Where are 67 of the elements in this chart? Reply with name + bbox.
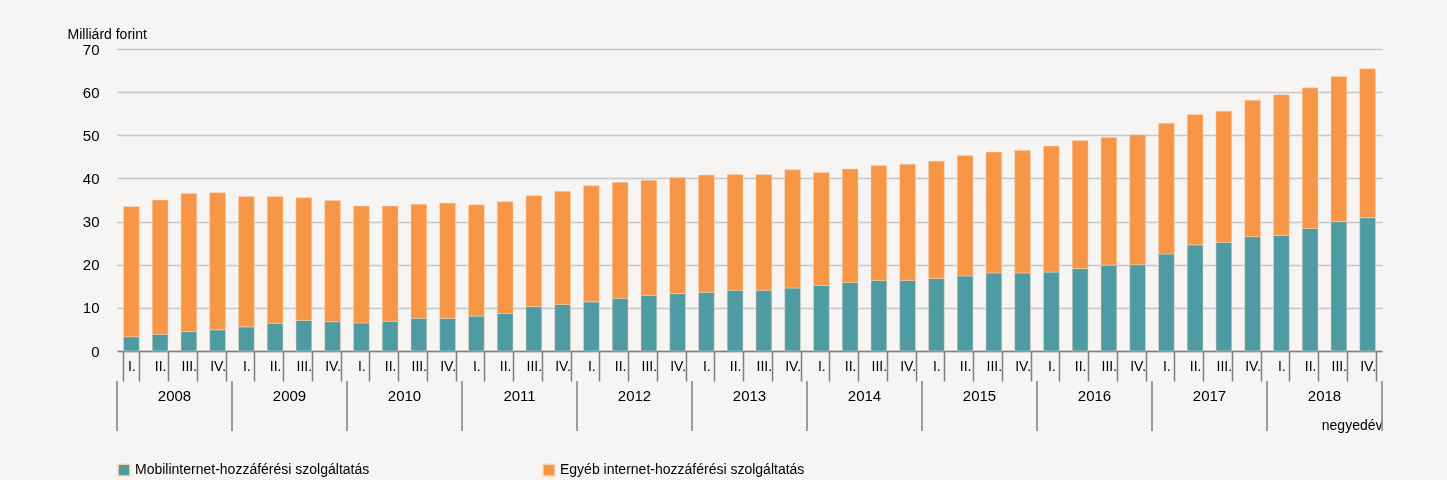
x-tick-label: II. (1304, 357, 1317, 374)
text: 2008 (157, 387, 192, 404)
y-tick-label: 10 (82, 299, 100, 317)
x-tick-label: II. (1074, 357, 1087, 374)
x-tick-label: III. (986, 357, 1003, 374)
x-tick-label: III. (756, 357, 773, 374)
text: 2015 (962, 387, 997, 404)
x-tick-label: I. (702, 357, 711, 374)
y-tick-label: 0 (91, 342, 100, 360)
x-tick-label: IV. (325, 357, 342, 374)
text: 2013 (732, 387, 767, 404)
x-tick-label: IV. (555, 357, 572, 374)
x-tick-label: II. (269, 357, 282, 374)
x-tick-label: II. (154, 357, 167, 374)
x-tick-label: IV. (210, 357, 227, 374)
y-tick-label: 50 (82, 126, 100, 144)
y-tick-label: 20 (82, 256, 100, 274)
legend-label: Mobilinternet-hozzáférési szolgáltatás (135, 461, 370, 478)
x-axis-title: negyedév (1321, 417, 1383, 434)
text: 2011 (503, 387, 536, 404)
y-tick-label: 60 (82, 83, 100, 101)
x-tick-label: IV. (785, 357, 802, 374)
x-tick-label: IV. (900, 357, 917, 374)
x-tick-label: I. (472, 357, 481, 374)
y-axis-title: Milliárd forint (67, 25, 147, 42)
text: 2010 (387, 387, 422, 404)
x-tick-label: I. (127, 357, 136, 374)
text: 2012 (617, 387, 652, 404)
x-tick-label: I. (932, 357, 941, 374)
x-tick-label: II. (1189, 357, 1202, 374)
x-tick-label: III. (296, 357, 313, 374)
x-tick-label: IV. (670, 357, 687, 374)
x-tick-label: IV. (1245, 357, 1262, 374)
x-tick-label: III. (1101, 357, 1118, 374)
x-tick-label: II. (959, 357, 972, 374)
x-tick-label: II. (729, 357, 742, 374)
x-tick-label: II. (844, 357, 857, 374)
x-tick-label: III. (641, 357, 658, 374)
x-tick-label: III. (181, 357, 198, 374)
text: 2014 (847, 387, 882, 404)
y-tick-label: 40 (82, 169, 100, 187)
text: 2018 (1307, 387, 1342, 404)
x-tick-label: III. (526, 357, 543, 374)
x-tick-label: I. (1047, 357, 1056, 374)
legend-label: Egyéb internet-hozzáférési szolgáltatás (560, 461, 805, 478)
y-tick-label: 70 (82, 40, 100, 58)
x-tick-label: I. (242, 357, 251, 374)
text: 2017 (1192, 387, 1227, 404)
x-tick-label: IV. (1015, 357, 1032, 374)
x-tick-label: IV. (440, 357, 457, 374)
x-tick-label: II. (499, 357, 512, 374)
x-tick-label: III. (1331, 357, 1348, 374)
x-tick-label: I. (357, 357, 366, 374)
x-tick-label: IV. (1360, 357, 1377, 374)
x-tick-label: III. (1216, 357, 1233, 374)
x-tick-label: I. (1162, 357, 1171, 374)
text: 2009 (272, 387, 307, 404)
y-tick-label: 30 (82, 213, 100, 231)
x-tick-label: II. (614, 357, 627, 374)
x-tick-label: I. (1277, 357, 1286, 374)
text: 2016 (1077, 387, 1112, 404)
x-tick-label: IV. (1130, 357, 1147, 374)
x-tick-label: III. (871, 357, 888, 374)
x-tick-label: III. (411, 357, 428, 374)
x-tick-label: I. (587, 357, 596, 374)
x-tick-label: II. (384, 357, 397, 374)
x-tick-label: I. (817, 357, 826, 374)
